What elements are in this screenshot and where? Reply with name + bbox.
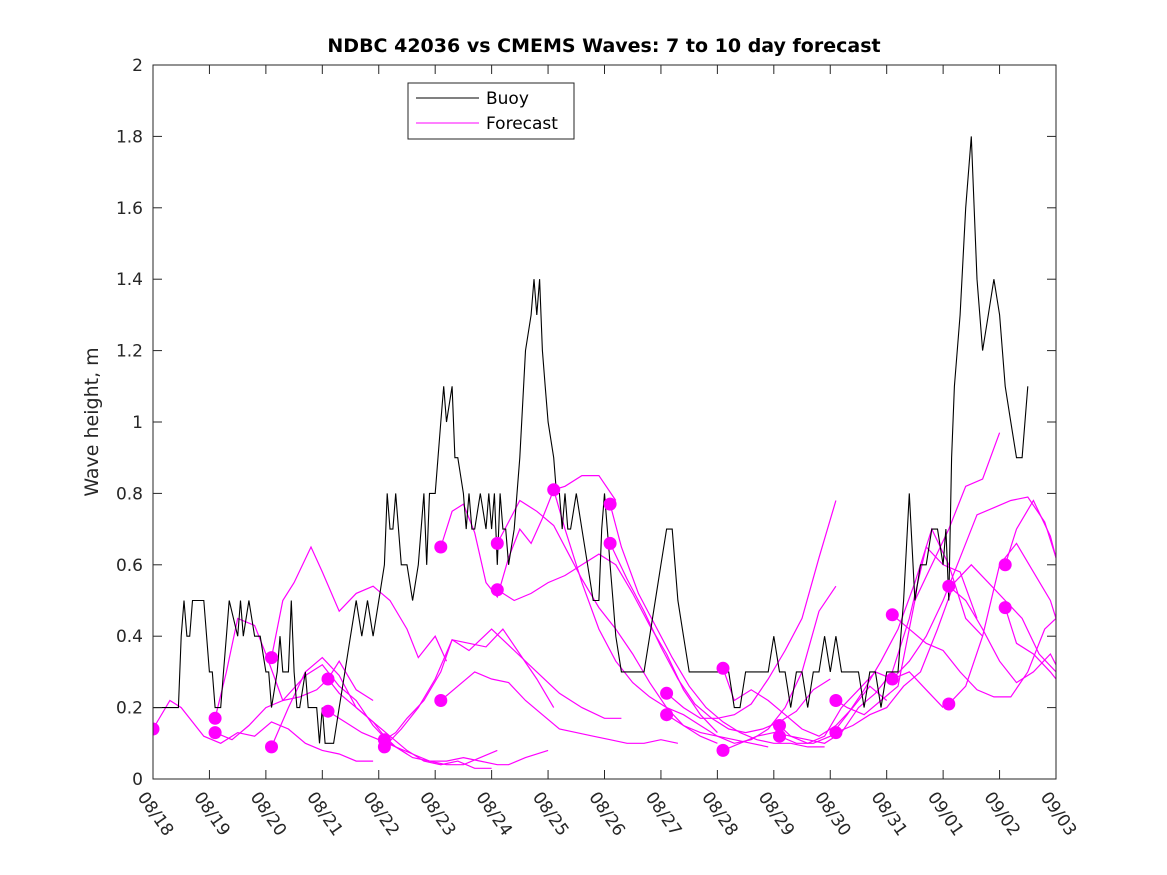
forecast-start-marker xyxy=(716,743,730,757)
forecast-line-21 xyxy=(779,527,984,744)
forecast-line-2 xyxy=(214,664,408,755)
forecast-start-marker xyxy=(490,536,504,550)
y-tick-label: 0.2 xyxy=(116,699,143,719)
axes-background xyxy=(153,65,1056,779)
forecast-start-marker xyxy=(716,661,730,675)
legend-box xyxy=(407,82,575,140)
forecast-start-marker xyxy=(434,694,448,707)
forecast-start-marker xyxy=(377,740,391,754)
forecast-line-6 xyxy=(327,710,498,766)
forecast-line-13 xyxy=(553,489,769,748)
forecast-line-28 xyxy=(1004,499,1056,565)
forecast-start-marker xyxy=(265,740,278,754)
forecast-start-marker xyxy=(490,583,504,597)
forecast-start-marker xyxy=(321,704,335,718)
forecast-start-marker xyxy=(153,722,160,736)
y-tick-label: 0.8 xyxy=(116,484,143,504)
forecast-line-15 xyxy=(609,543,831,734)
forecast-start-marker xyxy=(942,697,956,711)
y-tick-label: 0.4 xyxy=(116,627,143,647)
forecast-line-3 xyxy=(270,545,448,662)
forecast-start-marker xyxy=(321,672,335,686)
forecast-start-marker xyxy=(208,711,222,725)
forecast-line-14 xyxy=(609,503,825,748)
legend-label-buoy: Buoy xyxy=(486,89,529,109)
forecast-line-24 xyxy=(891,614,1056,698)
forecast-start-marker xyxy=(434,540,448,554)
forecast-start-marker xyxy=(208,726,222,740)
chart-title: NDBC 42036 vs CMEMS Waves: 7 to 10 day f… xyxy=(327,35,880,57)
forecast-start-marker xyxy=(998,558,1012,572)
y-tick-label: 1 xyxy=(132,413,143,433)
forecast-line-4 xyxy=(270,656,492,769)
forecast-start-marker xyxy=(547,483,561,497)
forecast-line-29 xyxy=(1004,607,1056,680)
buoy-line xyxy=(153,136,1029,744)
y-tick-label: 1.4 xyxy=(116,270,143,290)
forecast-line-19 xyxy=(722,671,944,751)
forecast-start-marker xyxy=(773,719,786,732)
forecast-start-marker xyxy=(885,608,899,622)
legend-label-forecast: Forecast xyxy=(486,114,558,134)
forecast-line-0 xyxy=(153,699,374,762)
forecast-start-marker xyxy=(265,651,278,665)
y-tick-label: 0 xyxy=(132,770,143,790)
forecast-start-marker xyxy=(829,726,843,740)
forecast-start-marker xyxy=(603,497,617,511)
forecast-start-marker xyxy=(660,708,674,722)
forecast-line-10 xyxy=(440,671,679,744)
y-tick-label: 2 xyxy=(132,56,143,76)
forecast-start-marker xyxy=(660,686,674,700)
forecast-start-marker xyxy=(773,729,786,743)
forecast-line-18 xyxy=(722,668,888,737)
y-tick-label: 0.6 xyxy=(116,556,143,576)
forecast-line-8 xyxy=(383,628,622,748)
forecast-line-23 xyxy=(835,563,1056,734)
forecast-line-26 xyxy=(948,585,1056,684)
legend: Buoy Forecast xyxy=(407,82,575,140)
y-tick-label: 1.2 xyxy=(116,342,143,362)
forecast-line-25 xyxy=(891,496,1056,680)
forecast-line-16 xyxy=(666,500,837,719)
series-layer xyxy=(153,136,1056,769)
y-axis-label: Wave height, m xyxy=(81,347,103,496)
forecast-line-17 xyxy=(666,585,837,744)
y-tick-label: 1.6 xyxy=(116,199,143,219)
forecast-start-marker xyxy=(942,579,956,593)
forecast-start-marker xyxy=(885,672,899,686)
y-tick-label: 1.8 xyxy=(116,127,143,147)
forecast-start-marker xyxy=(829,694,843,707)
forecast-line-11 xyxy=(496,499,718,744)
forecast-start-marker xyxy=(998,601,1012,615)
forecast-start-marker xyxy=(603,536,617,550)
